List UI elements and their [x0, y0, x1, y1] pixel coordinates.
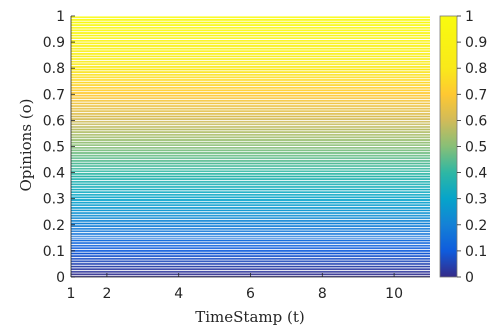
y-tick-label: 0.6 — [43, 113, 65, 129]
y-tick-label: 0.7 — [43, 87, 65, 103]
y-axis-ticks: 0 0.1 0.2 0.3 0.4 0.5 0.6 0.7 0.8 0.9 1 — [43, 9, 75, 286]
y-tick-label: 0 — [56, 270, 65, 286]
colorbar-tick-label: 0.4 — [465, 166, 487, 182]
colorbar-tick-label: 0 — [465, 270, 474, 286]
colorbar-tick-label: 0.5 — [465, 140, 487, 156]
colorbar-tick-label: 0.6 — [465, 113, 487, 129]
x-tick-label: 8 — [318, 286, 327, 302]
colorbar-ticks: 0 0.1 0.2 0.3 0.4 0.5 0.6 0.7 0.8 0.9 1 — [457, 9, 487, 286]
colorbar-tick-label: 0.9 — [465, 35, 487, 51]
y-axis-label: Opinions (o) — [17, 98, 35, 191]
x-tick-label: 10 — [385, 286, 403, 302]
y-tick-label: 0.9 — [43, 35, 65, 51]
y-tick-label: 0.4 — [43, 166, 65, 182]
colorbar-tick-label: 0.2 — [465, 218, 487, 234]
plot-area — [71, 15, 430, 277]
colorbar-tick-label: 0.1 — [465, 244, 487, 260]
x-tick-label: 4 — [174, 286, 183, 302]
y-tick-label: 0.2 — [43, 218, 65, 234]
colorbar-tick-label: 0.7 — [465, 87, 487, 103]
y-tick-label: 0.5 — [43, 140, 65, 156]
opinion-band — [71, 16, 430, 18]
x-axis-ticks: 1 2 4 6 8 10 — [67, 273, 430, 302]
x-tick-label: 1 — [67, 286, 76, 302]
y-tick-label: 0.3 — [43, 192, 65, 208]
y-tick-label: 1 — [56, 9, 65, 25]
colorbar — [439, 15, 458, 278]
x-tick-label: 2 — [102, 286, 111, 302]
x-axis-label: TimeStamp (t) — [195, 308, 304, 326]
colorbar-tick-label: 1 — [465, 9, 474, 25]
colorbar-tick-label: 0.3 — [465, 192, 487, 208]
x-tick-label: 6 — [246, 286, 255, 302]
y-tick-label: 0.8 — [43, 61, 65, 77]
y-tick-label: 0.1 — [43, 244, 65, 260]
colorbar-tick-label: 0.8 — [465, 61, 487, 77]
